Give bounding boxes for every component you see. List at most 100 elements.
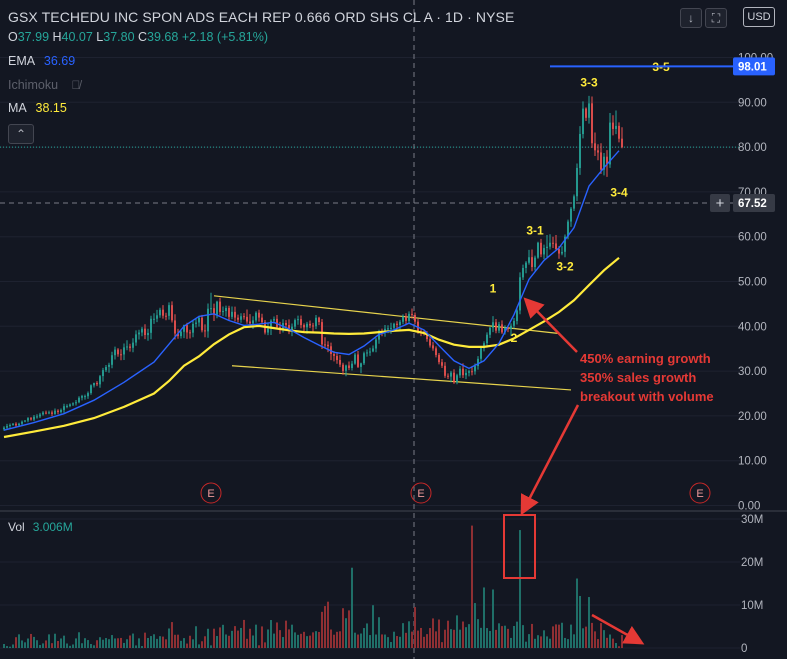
candle-body xyxy=(585,108,587,118)
ma-label: MA xyxy=(8,101,27,115)
candle-body xyxy=(477,358,479,366)
candle-body xyxy=(6,426,8,428)
candle-body xyxy=(324,344,326,346)
candle-body xyxy=(612,122,614,129)
candle-body xyxy=(285,322,287,325)
candle-body xyxy=(357,354,359,367)
candle-body xyxy=(129,346,131,348)
candle-body xyxy=(414,315,416,322)
candle-body xyxy=(234,311,236,318)
volume-bar xyxy=(57,640,59,648)
volume-bar xyxy=(225,634,227,648)
volume-bar xyxy=(18,634,20,648)
volume-tick-label: 0 xyxy=(741,643,747,655)
price-tick-label: 80.00 xyxy=(738,142,767,154)
eye-off-icon[interactable]: 👁̸ xyxy=(71,78,81,92)
volume-bar xyxy=(615,643,617,648)
candle-body xyxy=(180,331,182,337)
volume-bar xyxy=(165,639,167,648)
candle-body xyxy=(126,346,128,348)
volume-bar xyxy=(315,631,317,648)
candle-body xyxy=(252,320,254,324)
ma-indicator[interactable]: MA 38.15 xyxy=(8,101,67,115)
crosshair-price-box xyxy=(733,194,775,213)
volume-bar xyxy=(87,640,89,648)
candle-body xyxy=(363,353,365,364)
candle-body xyxy=(144,328,146,336)
ema-indicator[interactable]: EMA 36.69 xyxy=(8,54,75,68)
chevron-up-icon[interactable]: ⌃ xyxy=(8,124,34,144)
candle-body xyxy=(396,323,398,325)
earnings-marker-label: E xyxy=(696,488,703,500)
volume-bar xyxy=(591,622,593,648)
ichimoku-indicator[interactable]: Ichimoku 👁̸ xyxy=(8,78,81,92)
volume-bar xyxy=(279,630,281,648)
plus-icon: + xyxy=(716,195,725,212)
volume-bar xyxy=(6,646,8,648)
candle-body xyxy=(486,334,488,344)
candle-body xyxy=(312,325,314,327)
volume-bar xyxy=(585,626,587,648)
candle-body xyxy=(567,221,569,237)
candle-body xyxy=(489,327,491,335)
volume-bar xyxy=(156,638,158,648)
volume-bar xyxy=(36,640,38,648)
volume-bar xyxy=(312,632,314,648)
candle-body xyxy=(441,362,443,366)
volume-bar xyxy=(270,620,272,648)
candle-body xyxy=(69,404,71,406)
candle-body xyxy=(543,248,545,255)
candle-body xyxy=(360,363,362,367)
candle-body xyxy=(42,412,44,415)
candle-body xyxy=(273,318,275,321)
volume-bar xyxy=(546,636,548,648)
candle-body xyxy=(399,321,401,326)
candle-body xyxy=(177,333,179,337)
volume-bar xyxy=(498,623,500,648)
candle-body xyxy=(483,343,485,349)
volume-bar xyxy=(447,620,449,648)
candle-body xyxy=(474,365,476,372)
volume-bar xyxy=(54,633,56,648)
volume-bar xyxy=(522,625,524,648)
high-value: 40.07 xyxy=(61,30,93,44)
volume-bar xyxy=(93,645,95,648)
candle-body xyxy=(366,352,368,354)
candle-body xyxy=(471,371,473,373)
candle-body xyxy=(393,323,395,328)
candle-body xyxy=(30,418,32,420)
volume-bar xyxy=(609,634,611,648)
candle-body xyxy=(156,315,158,319)
volume-bar xyxy=(438,619,440,648)
volume-bar xyxy=(357,634,359,648)
candle-body xyxy=(348,365,350,368)
volume-tick-label: 10M xyxy=(741,600,763,612)
candle-body xyxy=(387,328,389,330)
volume-bar xyxy=(519,530,521,648)
declining-volume-arrow xyxy=(591,613,645,645)
candle-body xyxy=(60,409,62,413)
arrow-down-icon[interactable]: ↓ xyxy=(680,8,702,28)
candle-body xyxy=(528,257,530,263)
candle-body xyxy=(12,423,14,425)
volume-bar xyxy=(528,634,530,648)
volume-bar xyxy=(168,628,170,648)
volume-bar xyxy=(534,638,536,648)
fullscreen-icon[interactable]: ⛶ xyxy=(705,8,727,28)
price-tick-label: 10.00 xyxy=(738,456,767,468)
currency-button[interactable]: USD xyxy=(743,7,775,27)
volume-bar xyxy=(486,628,488,648)
volume-bar xyxy=(81,643,83,648)
volume-bar xyxy=(444,629,446,648)
volume-bar xyxy=(3,644,5,648)
candle-body xyxy=(618,125,620,139)
wave-label: 3-1 xyxy=(526,223,544,237)
volume-bar xyxy=(120,637,122,648)
candle-body xyxy=(240,316,242,320)
candle-body xyxy=(189,332,191,334)
volume-bar xyxy=(177,634,179,648)
annotation-text: 450% earning growth xyxy=(580,351,711,366)
candle-body xyxy=(297,319,299,321)
candle-body xyxy=(450,372,452,377)
